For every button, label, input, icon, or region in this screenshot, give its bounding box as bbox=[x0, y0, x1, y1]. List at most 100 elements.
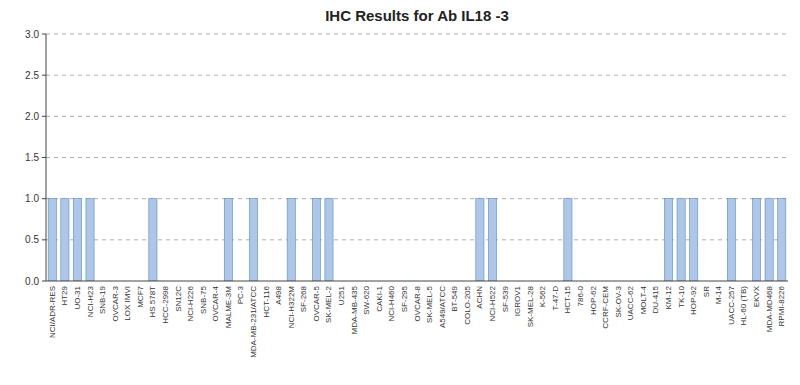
y-tick-label: 3.0 bbox=[25, 29, 39, 40]
bar bbox=[488, 199, 496, 281]
bar bbox=[249, 199, 257, 281]
x-tick-label: SR bbox=[702, 286, 711, 297]
x-tick-label: BT-549 bbox=[450, 285, 459, 311]
x-tick-label: SF-539 bbox=[501, 285, 510, 312]
y-tick-label: 0.5 bbox=[25, 234, 39, 245]
bar bbox=[86, 199, 94, 281]
page: {"chart_data": { "type": "bar", "title":… bbox=[0, 0, 800, 385]
y-axis: 0.0 0.5 1.0 1.5 2.0 2.5 3.0 bbox=[25, 29, 46, 287]
x-tick-label: MDA-MD468 bbox=[765, 285, 774, 332]
x-tick-label: OVCAR-5 bbox=[312, 285, 321, 321]
bar bbox=[224, 199, 232, 281]
x-tick-label: OVCAR-4 bbox=[211, 285, 220, 321]
y-tick-label: 2.0 bbox=[25, 111, 39, 122]
x-tick-label: A549/ATCC bbox=[438, 286, 447, 328]
x-tick-label: SF-295 bbox=[400, 285, 409, 312]
x-tick-label: EKVX bbox=[752, 285, 761, 307]
bar bbox=[48, 199, 56, 281]
y-tick bbox=[42, 239, 46, 240]
x-tick-label: CCRF-CEM bbox=[601, 286, 610, 329]
x-tick-label: SF-268 bbox=[299, 285, 308, 312]
x-tick-label: 786-0 bbox=[576, 285, 585, 306]
x-tick-label: SW-620 bbox=[362, 285, 371, 314]
bar bbox=[312, 199, 320, 281]
x-tick-label: IGROV1 bbox=[513, 285, 522, 316]
bars bbox=[48, 199, 786, 281]
x-tick-label: HL-60 (TB) bbox=[739, 286, 748, 326]
y-tick bbox=[42, 157, 46, 158]
grid-line bbox=[46, 198, 788, 199]
bar bbox=[664, 199, 672, 281]
grid-line bbox=[46, 157, 788, 158]
x-tick-label: HCC-2998 bbox=[161, 285, 170, 323]
x-tick-label: A498 bbox=[274, 285, 283, 304]
y-tick bbox=[42, 34, 46, 35]
grid-line bbox=[46, 239, 788, 240]
x-tick-label: SN12C bbox=[174, 286, 183, 312]
x-tick-label: MCF7 bbox=[136, 285, 145, 307]
bar bbox=[690, 199, 698, 281]
x-tick-label: OVCAR-8 bbox=[413, 285, 422, 321]
y-tick bbox=[42, 198, 46, 199]
x-tick-label: NCI-H460 bbox=[387, 285, 396, 321]
x-tick-label: OVCAR-3 bbox=[111, 285, 120, 321]
x-tick-label: SK-MEL-2 bbox=[324, 285, 333, 322]
x-tick-label: HOP-62 bbox=[589, 285, 598, 314]
x-tick-label: UACC-62 bbox=[626, 285, 635, 320]
grid-line bbox=[46, 34, 788, 35]
x-tick-label: SK-MEL-28 bbox=[526, 285, 535, 327]
x-tick-label: LOX IMVI bbox=[123, 286, 132, 321]
y-tick-label: 1.5 bbox=[25, 152, 39, 163]
x-tick-label: SK-MEL-5 bbox=[425, 285, 434, 322]
x-tick-label: U251 bbox=[337, 285, 346, 305]
x-tick-label: COLO-205 bbox=[463, 285, 472, 324]
grid-line bbox=[46, 116, 788, 117]
grid bbox=[46, 34, 788, 240]
bar bbox=[287, 199, 295, 281]
chart: IHC Results for Ab IL18 -3 0.0 0.5 1.0 1.5 2.… bbox=[0, 0, 800, 385]
x-tick-label: CAKI-1 bbox=[375, 285, 384, 311]
x-tick-label: HS 578T bbox=[148, 286, 157, 318]
y-axis-line bbox=[46, 34, 47, 281]
x-tick-label: HT29 bbox=[60, 285, 69, 305]
x-tick-label: RPMI-8226 bbox=[777, 285, 786, 326]
grid-line bbox=[46, 75, 788, 76]
x-tick-label: DU-415 bbox=[651, 285, 660, 313]
x-tick-label: K-562 bbox=[538, 285, 547, 307]
y-tick bbox=[42, 116, 46, 117]
x-tick-label: T-47-D bbox=[551, 286, 560, 311]
x-tick-label: NCI/ADR-RES bbox=[48, 286, 57, 338]
y-tick-label: 2.5 bbox=[25, 70, 39, 81]
x-tick-label: NCI-H226 bbox=[186, 285, 195, 321]
x-tick-label: SNB-75 bbox=[199, 285, 208, 314]
x-tick-label: TK-10 bbox=[677, 285, 686, 307]
x-tick-label: SNB-19 bbox=[98, 285, 107, 314]
x-tick-label: HCT-116 bbox=[262, 285, 271, 317]
y-tick-label: 1.0 bbox=[25, 193, 39, 204]
title: IHC Results for Ab IL18 -3 bbox=[325, 7, 509, 24]
x-tick-label: NCI-H23 bbox=[86, 285, 95, 317]
bar bbox=[727, 199, 735, 281]
bar bbox=[765, 199, 773, 281]
x-tick-label: M-14 bbox=[714, 285, 723, 304]
x-tick-label: MALME-3M bbox=[224, 286, 233, 329]
x-tick-label: HOP-92 bbox=[689, 285, 698, 314]
x-tick-label: NCI-H322M bbox=[287, 286, 296, 329]
y-tick-label: 0.0 bbox=[25, 276, 39, 287]
bar bbox=[149, 199, 157, 281]
x-tick-label: KM-12 bbox=[664, 285, 673, 309]
x-tick-label: ACHN bbox=[475, 286, 484, 309]
x-tick-label: MDA-MB-435 bbox=[350, 285, 359, 334]
y-tick bbox=[42, 75, 46, 76]
x-tick-label: MOLT-4 bbox=[639, 285, 648, 314]
bar bbox=[778, 199, 786, 281]
y-tick bbox=[42, 281, 46, 282]
bar bbox=[61, 199, 69, 281]
bar bbox=[677, 199, 685, 281]
x-axis-line bbox=[46, 281, 788, 282]
bar bbox=[476, 199, 484, 281]
bar bbox=[325, 199, 333, 281]
bar bbox=[564, 199, 572, 281]
x-tick-label: UO-31 bbox=[73, 285, 82, 309]
x-tick-label: SK-OV-3 bbox=[614, 285, 623, 317]
